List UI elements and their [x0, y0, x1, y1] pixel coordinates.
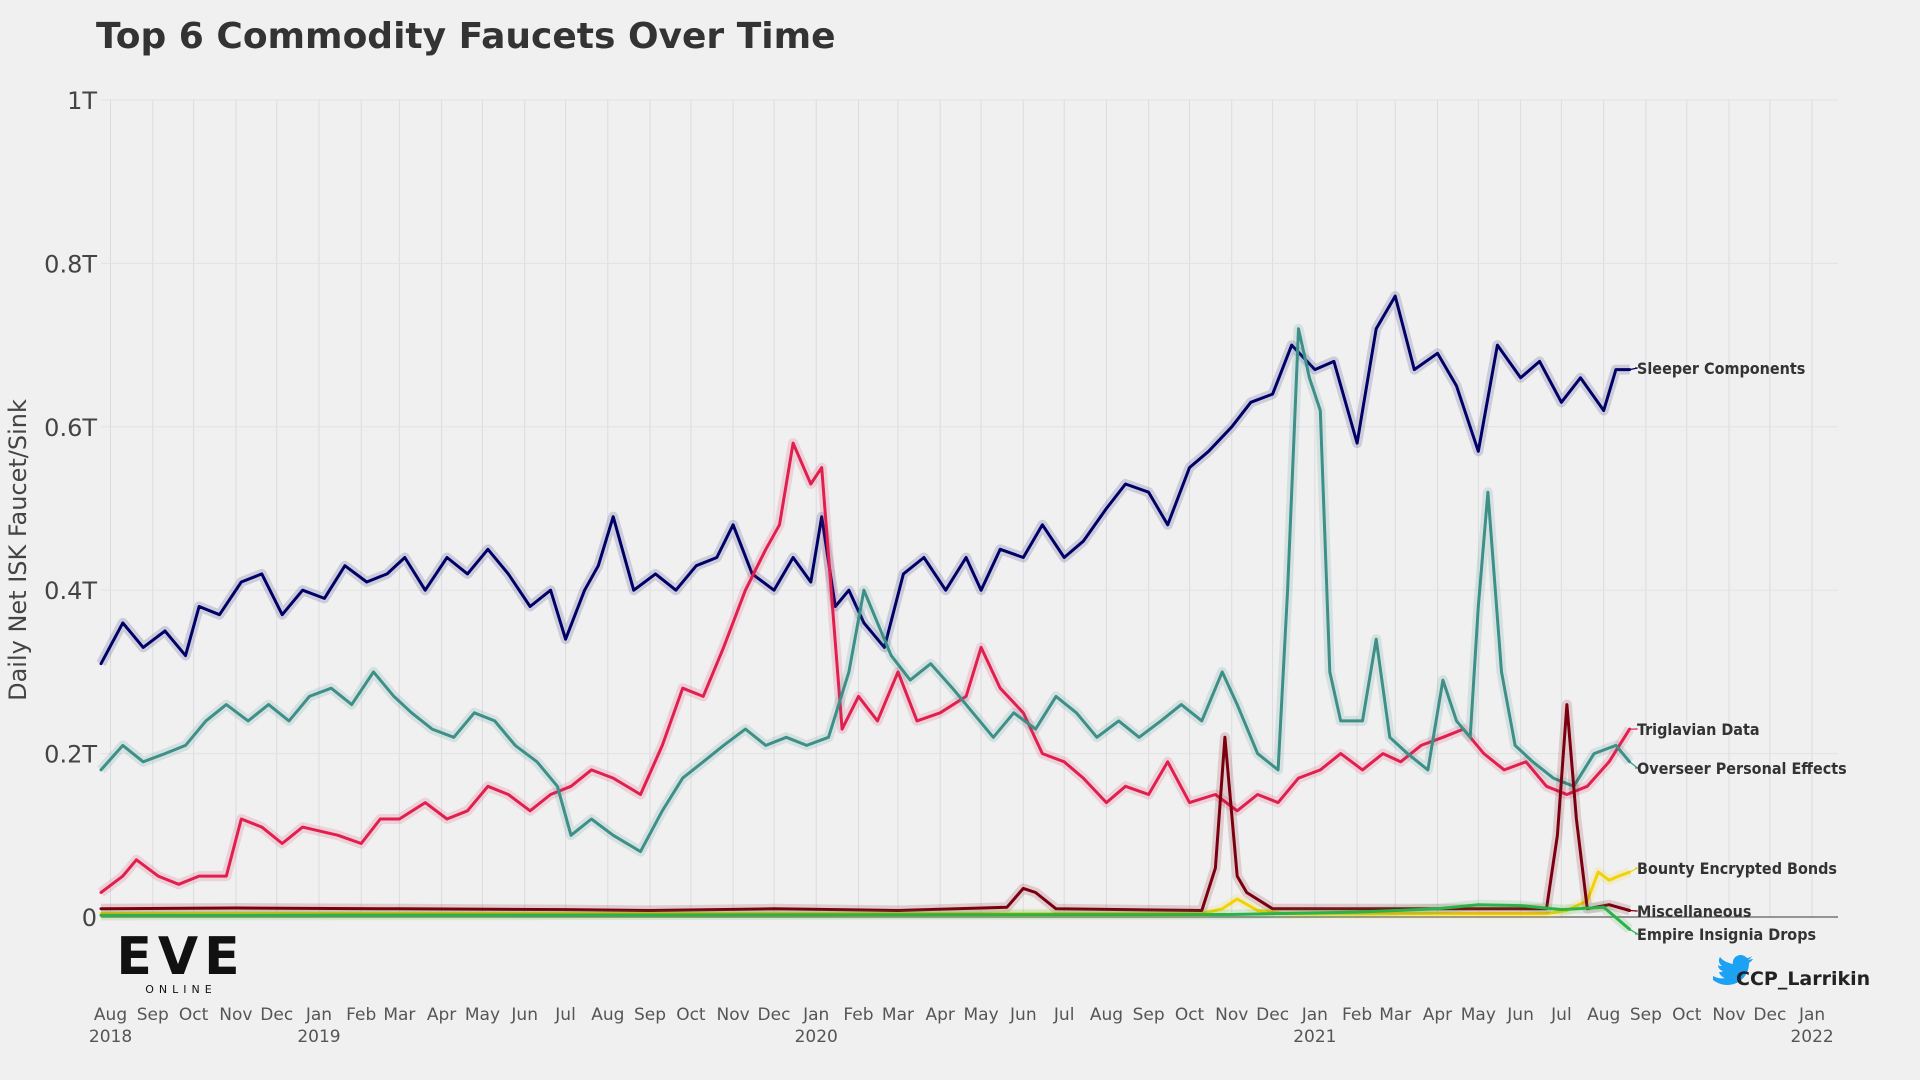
logo-main-text: EVE: [116, 927, 245, 987]
x-tick-label: Apr: [427, 1005, 456, 1025]
x-tick-label: Dec: [758, 1005, 791, 1025]
x-tick-label: Aug: [1587, 1005, 1620, 1025]
eve-online-logo: EVE ONLINE: [116, 927, 245, 996]
x-tick-label: Apr: [1423, 1005, 1452, 1025]
x-tick-label: Dec: [1256, 1005, 1289, 1025]
x-tick-label: Aug: [1090, 1005, 1123, 1025]
x-tick-label: Nov: [1712, 1005, 1745, 1025]
x-tick-year-label: 2019: [297, 1027, 340, 1047]
x-tick-label: May: [964, 1005, 999, 1025]
series-labels: Sleeper Components Triglavian Data Oversee…: [1629, 359, 1847, 944]
y-tick-label: 0: [82, 904, 97, 932]
x-tick-label: Jan: [305, 1005, 332, 1025]
series-label-leader: [1629, 928, 1640, 935]
x-tick-label: Feb: [346, 1005, 376, 1025]
x-tick-label: Oct: [1175, 1005, 1205, 1025]
series-line-overseer-personal-effects: [99, 327, 1632, 854]
series-label-bounty-encrypted-bonds: Bounty Encrypted Bonds: [1637, 859, 1837, 878]
series-line-empire-insignia-drops: [99, 903, 1632, 931]
chart-title: Top 6 Commodity Faucets Over Time: [96, 16, 836, 57]
series-line-bounty-encrypted-bonds: [99, 870, 1632, 916]
x-tick-label: Jul: [1053, 1005, 1075, 1025]
x-tick-label: Sep: [137, 1005, 169, 1025]
x-tick-label: Jun: [1506, 1005, 1534, 1025]
bird-icon: [1713, 955, 1753, 985]
series-lines: [96, 291, 1634, 934]
x-tick-label: Jan: [1798, 1005, 1825, 1025]
y-tick-label: 1T: [67, 87, 97, 115]
series-label-leader: [1629, 909, 1638, 912]
series-label-triglavian-data: Triglavian Data: [1637, 720, 1760, 739]
grid: [101, 99, 1838, 918]
series-label-leader: [1629, 367, 1638, 371]
series-line-triglavian-data: [99, 441, 1632, 894]
x-tick-label: Feb: [843, 1005, 873, 1025]
x-tick-label: Nov: [219, 1005, 252, 1025]
x-tick-label: Apr: [925, 1005, 954, 1025]
x-tick-label: Dec: [1753, 1005, 1786, 1025]
x-tick-label: Oct: [1672, 1005, 1702, 1025]
series-line-sleeper-components: [99, 294, 1632, 666]
x-tick-label: Aug: [591, 1005, 624, 1025]
x-tick-label: Oct: [179, 1005, 209, 1025]
series-label-leader: [1629, 761, 1640, 769]
x-tick-label: Mar: [383, 1005, 415, 1025]
x-tick-label: Mar: [882, 1005, 914, 1025]
x-tick-label: Jul: [554, 1005, 576, 1025]
y-axis-ticks: 0 0.2T 0.4T 0.6T 0.8T 1T: [44, 87, 97, 932]
series-label-sleeper-components: Sleeper Components: [1637, 359, 1805, 378]
x-tick-label: Sep: [634, 1005, 666, 1025]
x-tick-label: Dec: [260, 1005, 293, 1025]
y-tick-label: 0.8T: [44, 250, 97, 278]
x-tick-label: Aug: [94, 1005, 127, 1025]
logo-sub-text: ONLINE: [145, 983, 216, 996]
x-tick-label: Feb: [1342, 1005, 1372, 1025]
x-tick-year-label: 2022: [1790, 1027, 1833, 1047]
x-tick-year-label: 2021: [1293, 1027, 1336, 1047]
series-line-miscellaneous: [99, 703, 1632, 912]
x-tick-label: Mar: [1379, 1005, 1411, 1025]
series-halo-triglavian-data: [97, 438, 1634, 897]
y-tick-label: 0.2T: [44, 741, 97, 769]
y-tick-label: 0.4T: [44, 577, 97, 605]
series-halo-miscellaneous: [100, 699, 1631, 916]
x-tick-label: Jul: [1550, 1005, 1572, 1025]
series-label-empire-insignia-drops: Empire Insignia Drops: [1637, 925, 1816, 944]
x-tick-label: Jan: [1301, 1005, 1328, 1025]
x-tick-label: Sep: [1630, 1005, 1662, 1025]
x-tick-label: Jan: [802, 1005, 829, 1025]
credit-text: CCP_Larrikin: [1736, 968, 1870, 990]
series-label-overseer-personal-effects: Overseer Personal Effects: [1637, 759, 1847, 778]
x-tick-label: Jun: [1009, 1005, 1037, 1025]
x-tick-label: Jun: [510, 1005, 538, 1025]
x-tick-label: Oct: [676, 1005, 706, 1025]
x-tick-label: May: [1461, 1005, 1496, 1025]
x-tick-label: Nov: [717, 1005, 750, 1025]
series-label-leader: [1629, 867, 1638, 873]
x-tick-label: Nov: [1215, 1005, 1248, 1025]
y-axis-label: Daily Net ISK Faucet/Sink: [4, 399, 32, 701]
y-tick-label: 0.6T: [44, 414, 97, 442]
x-tick-label: Sep: [1133, 1005, 1165, 1025]
credit: CCP_Larrikin: [1713, 955, 1870, 990]
x-tick-year-label: 2020: [795, 1027, 838, 1047]
x-tick-label: May: [465, 1005, 500, 1025]
x-tick-year-label: 2018: [89, 1027, 132, 1047]
series-label-miscellaneous: Miscellaneous: [1637, 902, 1751, 921]
